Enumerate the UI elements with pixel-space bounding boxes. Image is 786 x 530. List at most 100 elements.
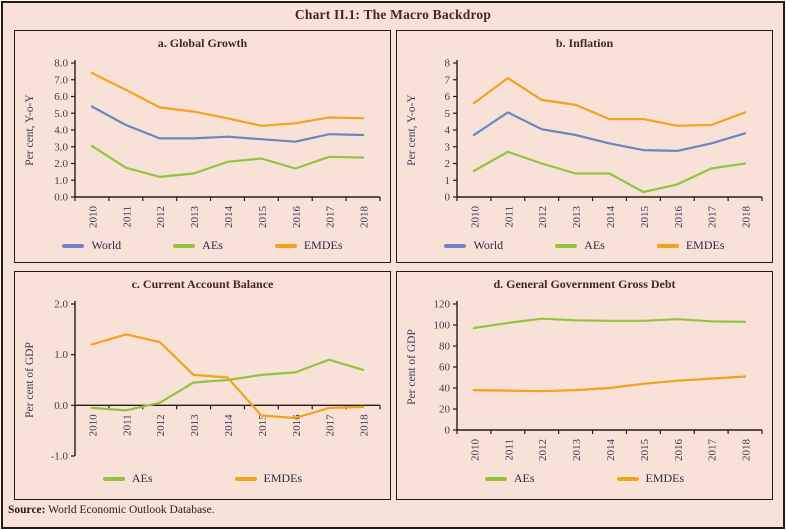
legend-swatch-world	[62, 243, 85, 248]
y-tick-label: 6.0	[54, 91, 68, 103]
legend-label-aes: AEs	[202, 238, 223, 252]
panel-inflation: b. Inflation 0 1 2 3 4 5 6 7 8 2010 2011 2012 2013 20…	[396, 30, 773, 263]
figure-title: Chart II.1: The Macro Backdrop	[294, 7, 492, 22]
legend-label-emdes: EMDEs	[303, 238, 343, 252]
y-tick-label: 0	[445, 192, 451, 204]
y-tick-label: 1.0	[54, 175, 68, 187]
x-tick-label: 2014	[605, 206, 617, 229]
y-tick-label: 60	[439, 362, 451, 374]
panel-title-current-account-balance: c. Current Account Balance	[131, 277, 274, 291]
source-text: World Economic Outlook Database.	[45, 504, 215, 516]
legend-swatch-emdes	[616, 476, 639, 481]
y-tick-label: 20	[439, 404, 451, 416]
series-line-emdes	[90, 71, 365, 127]
legend-global-growth: World AEs EMDEs	[15, 238, 390, 253]
legend-label-aes: AEs	[131, 471, 153, 485]
chart-global-growth: 0.0 1.0 2.0 3.0 4.0 5.0 6.0 7.0 8.0 2010 2011 2012 2…	[24, 58, 381, 229]
legend-item-emdes: EMDEs	[656, 238, 725, 253]
x-tick-label: 2016	[291, 414, 303, 437]
panel-global-growth: a. Global Growth 0.0 1.0 2.0 3.0 4.0 5.0 6.0 7.…	[14, 30, 391, 263]
chart-government-gross-debt: 0 20 40 60 80 100 120 2010 2011 2012 2013 2014 2015 2…	[406, 299, 763, 462]
x-tick-label: 2011	[503, 206, 515, 228]
x-tick-label: 2012	[155, 206, 167, 228]
y-tick-label: 2.0	[54, 299, 68, 311]
legend-item-world: World	[444, 238, 503, 253]
x-tick-label: 2011	[121, 414, 133, 436]
x-tick-label: 2010	[469, 439, 481, 462]
y-tick-label: 4	[445, 125, 451, 137]
y-axis-title: Per cent of GDP	[406, 329, 418, 405]
x-tick-label: 2011	[503, 439, 515, 461]
series-line-aes	[472, 150, 747, 194]
x-tick-label: 2018	[741, 439, 753, 462]
legend-item-aes: AEs	[173, 238, 223, 253]
x-tick-label: 2017	[707, 206, 719, 229]
legend-label-emdes: EMDEs	[645, 471, 685, 485]
x-tick-label: 2012	[537, 206, 549, 228]
legend-item-world: World	[62, 238, 121, 253]
y-tick-label: 5.0	[54, 108, 68, 120]
chart-current-account-balance: -1.0 0.0 1.0 2.0 2010 2011 2012 2013 2014 2015 201…	[24, 299, 381, 463]
x-tick-label: 2014	[223, 206, 235, 229]
y-tick-label: 120	[434, 299, 451, 311]
y-tick-label: 7	[445, 74, 451, 86]
x-tick-label: 2016	[673, 439, 685, 462]
x-tick-label: 2014	[223, 414, 235, 437]
x-tick-label: 2014	[605, 439, 617, 462]
y-tick-label: 6	[445, 91, 451, 103]
legend-current-account-balance: AEs EMDEs	[15, 471, 390, 486]
y-tick-label: 8.0	[54, 58, 68, 70]
x-tick-label: 2013	[571, 439, 583, 462]
x-tick-label: 2010	[87, 414, 99, 437]
y-tick-label: 80	[439, 341, 451, 353]
x-tick-label: 2015	[257, 414, 269, 437]
x-tick-label: 2010	[87, 206, 99, 229]
legend-item-emdes: EMDEs	[234, 471, 302, 486]
y-tick-label: 4.0	[54, 125, 68, 137]
y-tick-label: 0.0	[54, 192, 68, 204]
y-tick-label: 1	[445, 175, 451, 187]
series-line-world	[472, 111, 747, 153]
legend-swatch-aes	[173, 243, 196, 248]
x-tick-label: 2016	[673, 206, 685, 229]
y-tick-label: 100	[434, 320, 451, 332]
y-tick-label: 5	[445, 108, 451, 120]
panel-current-account-balance: c. Current Account Balance -1.0 0.0 1.0 2.0…	[14, 271, 391, 500]
legend-item-emdes: EMDEs	[274, 238, 343, 253]
legend-government-gross-debt: AEs EMDEs	[397, 471, 772, 486]
legend-label-world: World	[91, 238, 122, 252]
legend-swatch-emdes	[234, 476, 257, 481]
y-tick-label: 3	[445, 141, 451, 153]
legend-swatch-emdes	[274, 243, 297, 248]
series-line-emdes	[472, 77, 747, 127]
y-tick-label: 0.0	[54, 400, 68, 412]
panel-government-gross-debt: d. General Government Gross Debt 0 20 40 60…	[396, 271, 773, 500]
legend-item-aes: AEs	[102, 471, 153, 486]
series-line-emdes	[90, 333, 365, 420]
x-tick-label: 2010	[469, 206, 481, 229]
x-tick-label: 2013	[571, 206, 583, 229]
legend-item-aes: AEs	[555, 238, 605, 253]
y-tick-label: 2.0	[54, 158, 68, 170]
legend-swatch-aes	[555, 243, 578, 248]
x-tick-label: 2018	[741, 206, 753, 229]
legend-label-emdes: EMDEs	[685, 238, 725, 252]
series-line-aes	[472, 317, 747, 330]
y-tick-label: 0	[445, 425, 451, 437]
series-line-world	[90, 105, 365, 143]
y-axis-title: Per cent, Y-o-Y	[406, 94, 418, 166]
y-tick-label: 7.0	[54, 74, 68, 86]
legend-swatch-aes	[102, 476, 125, 481]
legend-item-emdes: EMDEs	[616, 471, 685, 486]
source-note: Source: World Economic Outlook Database.	[8, 504, 215, 516]
series-line-aes	[90, 144, 365, 179]
source-label: Source:	[8, 504, 46, 516]
legend-inflation: World AEs EMDEs	[397, 238, 772, 253]
x-tick-label: 2012	[537, 439, 549, 461]
x-tick-label: 2015	[257, 206, 269, 229]
x-tick-label: 2013	[189, 414, 201, 437]
x-tick-label: 2017	[325, 206, 337, 229]
panel-title-government-gross-debt: d. General Government Gross Debt	[493, 277, 676, 291]
y-tick-label: 40	[439, 383, 451, 395]
legend-item-aes: AEs	[484, 471, 535, 486]
